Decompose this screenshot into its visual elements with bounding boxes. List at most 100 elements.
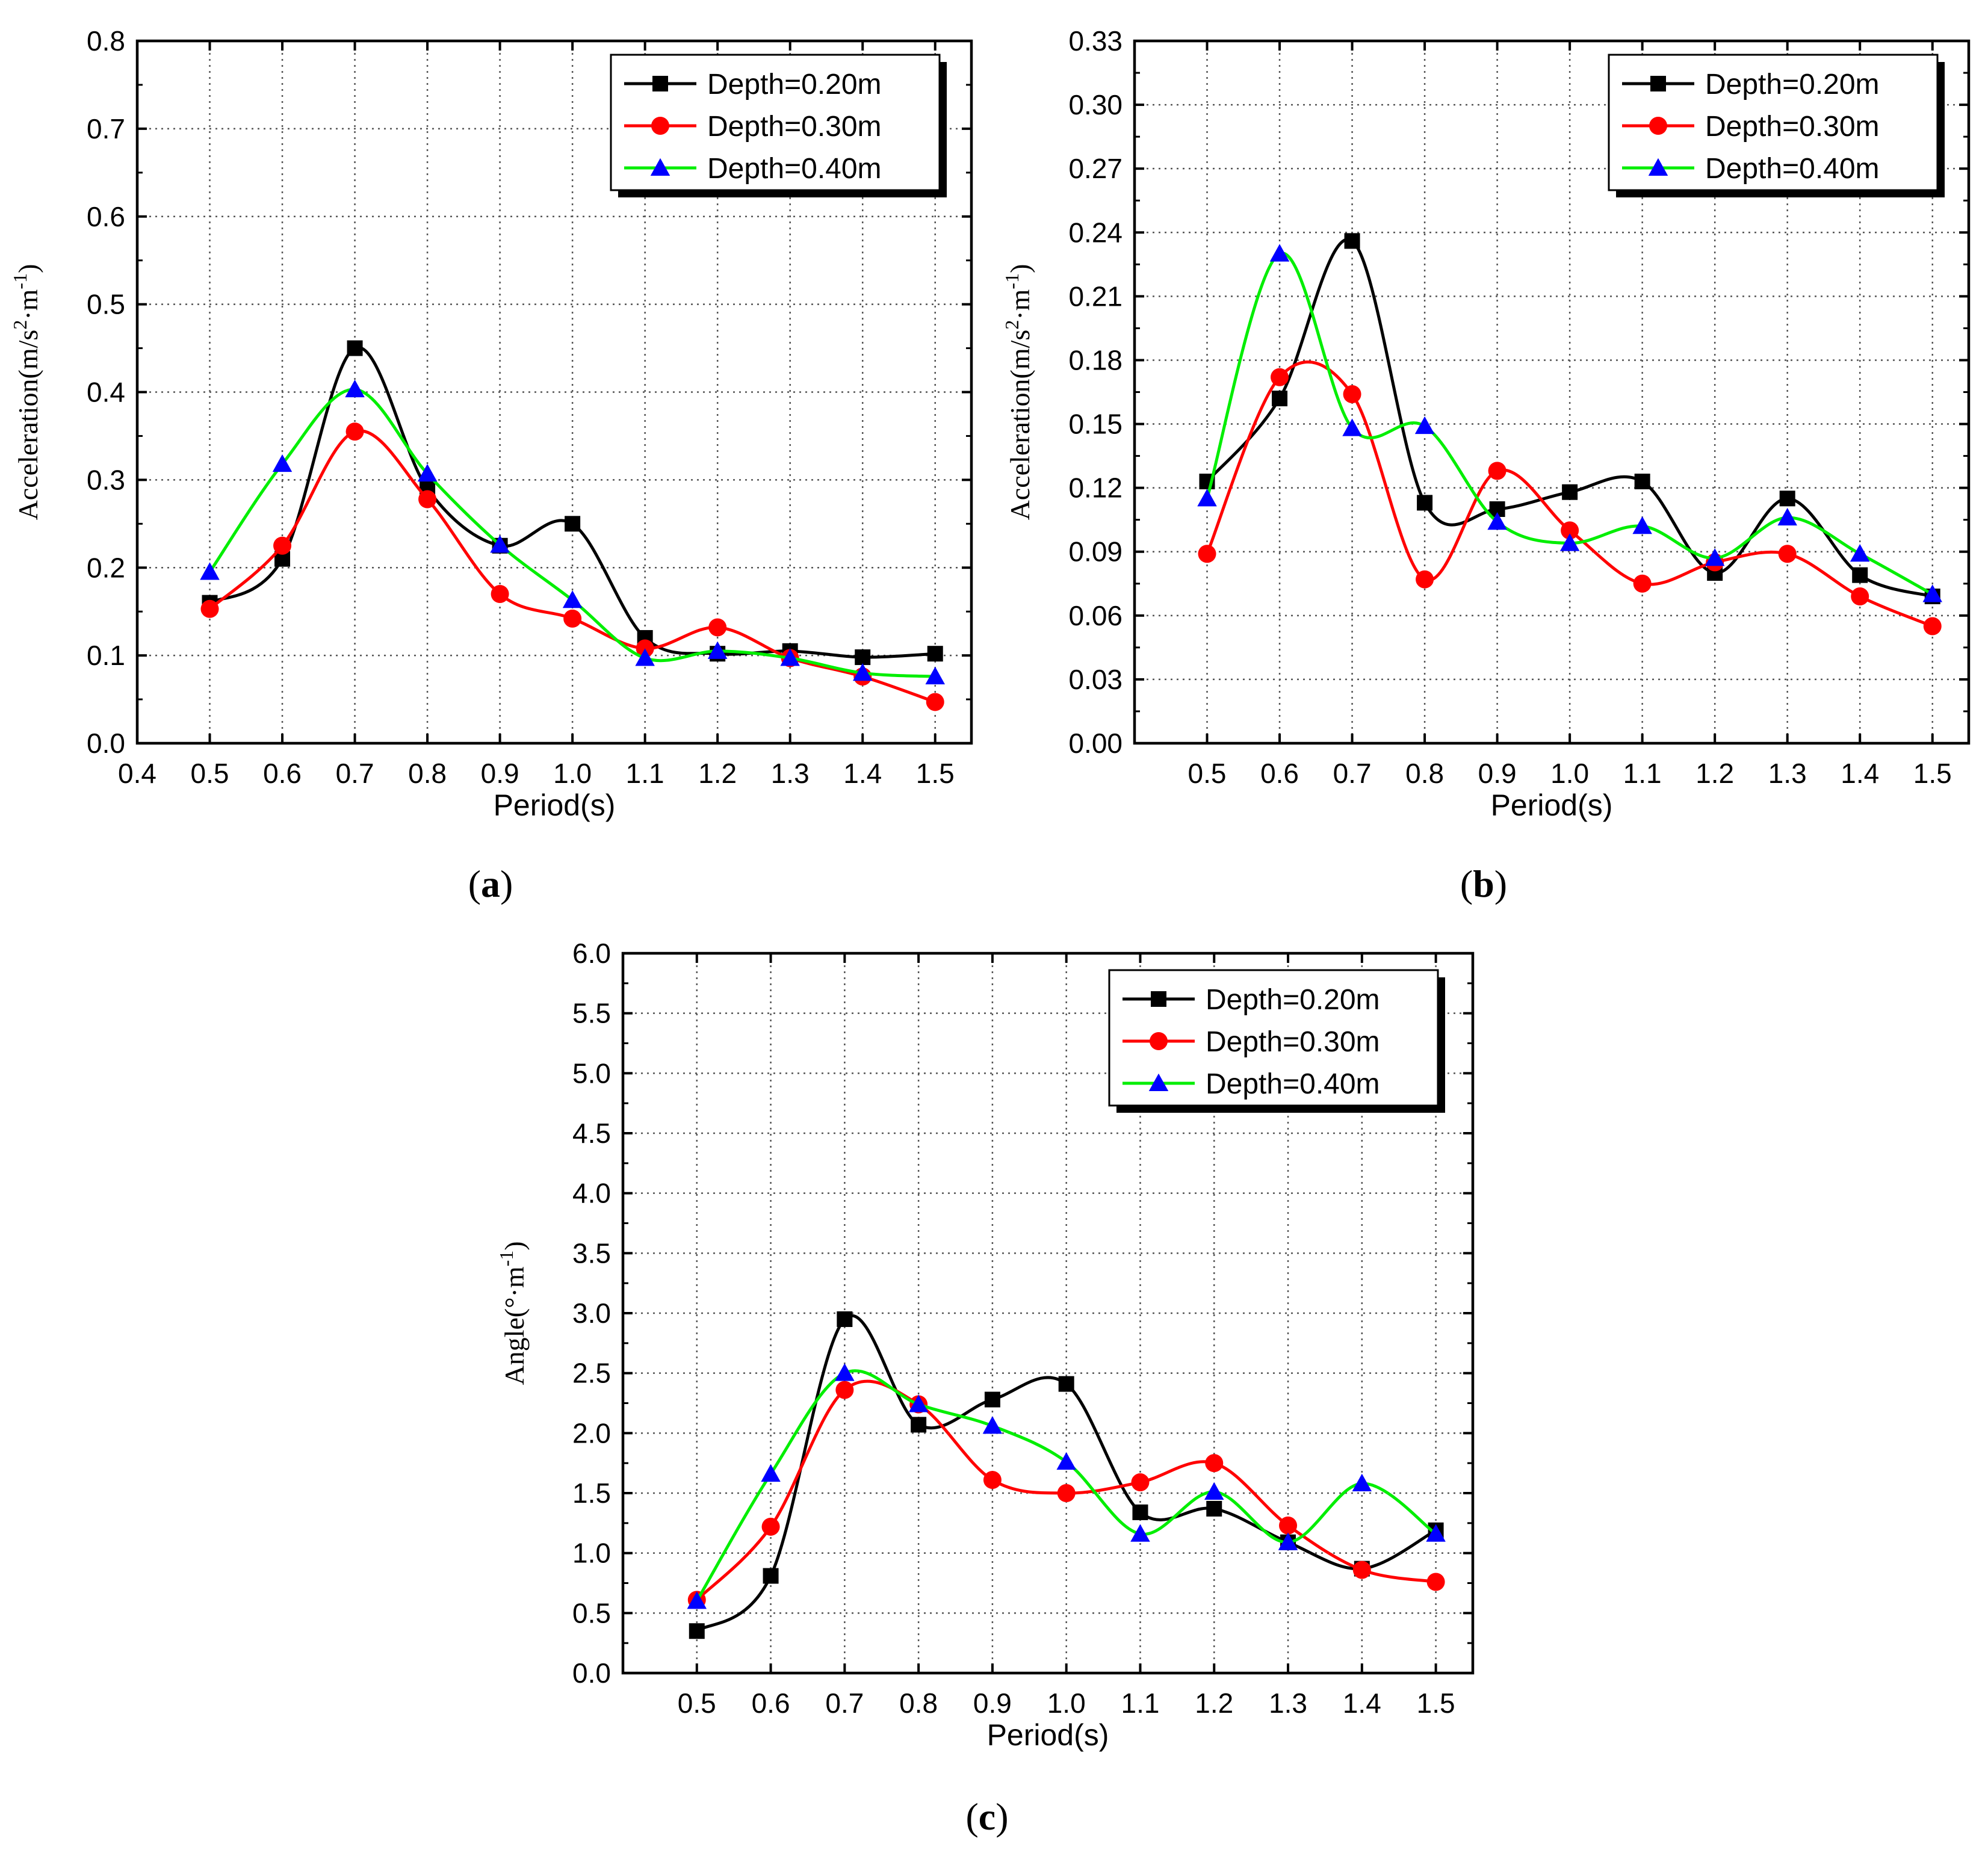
- x-tick-label: 0.4: [118, 758, 156, 789]
- legend-label: Depth=0.30m: [707, 111, 882, 143]
- data-point: [908, 1394, 929, 1412]
- x-tick-label: 1.0: [1550, 758, 1589, 789]
- y-tick-label: 0.21: [1068, 280, 1123, 312]
- x-tick-label: 0.7: [825, 1687, 864, 1719]
- x-tick-label: 0.6: [752, 1687, 790, 1719]
- y-axis-title-superscript: -1: [1001, 273, 1023, 289]
- data-point: [852, 663, 873, 681]
- legend-label: Depth=0.20m: [1206, 984, 1380, 1016]
- data-point: [1426, 1524, 1446, 1542]
- data-point: [1777, 507, 1797, 526]
- plot-frame: [1133, 39, 1971, 745]
- data-point: [1417, 495, 1433, 511]
- legend-marker: [1151, 991, 1166, 1007]
- panel-label-open: (: [1460, 862, 1473, 905]
- y-axis-title-superscript: 2: [1001, 320, 1023, 330]
- legend-label: Depth=0.40m: [1206, 1068, 1380, 1100]
- data-point: [1414, 416, 1435, 435]
- data-point: [1343, 385, 1361, 404]
- data-point: [1488, 462, 1506, 480]
- data-point: [1851, 587, 1869, 605]
- x-tick-label: 1.1: [1121, 1687, 1160, 1719]
- data-point: [835, 1381, 854, 1399]
- data-point: [1206, 1500, 1222, 1517]
- x-axis-title: Period(s): [1491, 788, 1613, 822]
- panel-label-close: ): [500, 862, 513, 905]
- data-point: [983, 1471, 1002, 1490]
- data-point: [925, 666, 945, 685]
- panel-label-letter: a: [481, 862, 500, 905]
- legend-marker: [1648, 158, 1668, 176]
- plot-frame: [135, 39, 973, 745]
- y-tick-label: 0.6: [87, 201, 125, 232]
- y-axis-title-part: ·m: [1005, 289, 1035, 320]
- y-axis-title-superscript: 2: [9, 320, 31, 330]
- panel-label: (c): [965, 1795, 1008, 1838]
- data-point: [1426, 1573, 1445, 1591]
- legend: Depth=0.20m Depth=0.30m Depth=0.40m: [1608, 54, 1945, 197]
- data-point: [780, 648, 800, 666]
- data-point: [345, 422, 364, 441]
- y-tick-label: 0.5: [87, 289, 125, 320]
- y-tick-label: 0.09: [1068, 536, 1123, 568]
- data-point: [689, 1623, 705, 1639]
- data-point: [835, 1363, 855, 1381]
- data-point: [491, 585, 509, 604]
- data-point: [1058, 1376, 1074, 1392]
- x-tick-label: 1.3: [1768, 758, 1807, 789]
- x-tick-label: 0.9: [973, 1687, 1012, 1719]
- legend-marker: [1650, 76, 1666, 91]
- legend: Depth=0.20m Depth=0.30m Depth=0.40m: [1108, 969, 1445, 1113]
- x-tick-label: 1.5: [1417, 1687, 1455, 1719]
- y-tick-label: 1.5: [572, 1477, 611, 1509]
- data-point: [635, 648, 655, 666]
- x-tick-label: 1.5: [916, 758, 955, 789]
- y-axis-title-part: ): [499, 1241, 530, 1250]
- x-tick-label: 1.2: [1695, 758, 1734, 789]
- x-tick-label: 1.5: [1913, 758, 1952, 789]
- x-tick-label: 0.9: [481, 758, 519, 789]
- legend-marker: [651, 117, 669, 135]
- data-point: [911, 1417, 927, 1433]
- x-tick-label: 0.7: [336, 758, 374, 789]
- x-tick-label: 0.6: [263, 758, 302, 789]
- x-tick-label: 1.2: [1195, 1687, 1233, 1719]
- y-tick-label: 2.5: [572, 1358, 611, 1389]
- data-point: [1633, 574, 1652, 593]
- x-tick-label: 1.3: [771, 758, 810, 789]
- data-point: [982, 1416, 1003, 1434]
- data-point: [200, 562, 220, 580]
- data-point: [1922, 584, 1942, 602]
- data-point: [1416, 570, 1434, 589]
- x-tick-label: 1.4: [1343, 1687, 1381, 1719]
- y-tick-label: 2.0: [572, 1417, 611, 1449]
- data-point: [1634, 474, 1650, 490]
- data-point: [273, 536, 292, 555]
- data-point: [1705, 548, 1725, 566]
- data-point: [565, 516, 581, 532]
- y-tick-label: 3.5: [572, 1237, 611, 1269]
- data-point: [1778, 545, 1797, 563]
- series-2: [1198, 360, 1942, 636]
- x-tick-label: 1.0: [553, 758, 592, 789]
- y-tick-label: 0.2: [87, 552, 125, 583]
- data-point: [1197, 489, 1217, 507]
- data-point: [927, 646, 943, 662]
- x-tick-label: 0.8: [1405, 758, 1444, 789]
- legend-label: Depth=0.30m: [1206, 1026, 1380, 1058]
- legend-marker: [1150, 1032, 1168, 1050]
- data-point: [1205, 1454, 1224, 1473]
- series-3: [200, 379, 945, 685]
- legend-marker: [1148, 1073, 1169, 1091]
- panel-b: 0.5 0.6 0.7 0.8 0.9 1.0 1.1 1.2 1.3 1.4 1.5 0.00 0.0…: [1001, 25, 1971, 905]
- y-tick-label: 0.06: [1068, 600, 1123, 631]
- x-tick-label: 0.8: [408, 758, 447, 789]
- x-tick-label: 0.7: [1333, 758, 1372, 789]
- y-axis-title-part: Angle(°·m: [499, 1266, 530, 1385]
- y-tick-label: 0.0: [572, 1657, 611, 1689]
- y-axis-title-part: ): [1005, 264, 1035, 273]
- legend-marker: [1649, 117, 1667, 135]
- data-point: [763, 1568, 779, 1584]
- y-tick-label: 4.0: [572, 1178, 611, 1209]
- panel-label-close: ): [1494, 862, 1507, 905]
